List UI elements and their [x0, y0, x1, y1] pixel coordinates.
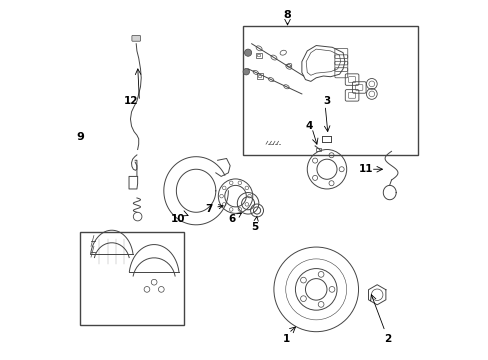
Text: 11: 11: [359, 164, 373, 174]
Text: 1: 1: [283, 333, 290, 343]
Text: 5: 5: [251, 216, 258, 231]
Text: 6: 6: [228, 213, 241, 224]
Circle shape: [243, 68, 249, 75]
Text: 7: 7: [204, 204, 223, 214]
Bar: [257, 54, 260, 56]
Bar: [80, 232, 183, 325]
Circle shape: [244, 49, 251, 56]
Text: 4: 4: [305, 121, 312, 131]
Text: 12: 12: [124, 96, 139, 106]
Text: 2: 2: [384, 333, 391, 343]
Text: 8: 8: [283, 10, 291, 20]
Bar: [258, 75, 261, 77]
Bar: [316, 148, 320, 151]
FancyBboxPatch shape: [132, 36, 140, 41]
Text: 10: 10: [171, 215, 185, 224]
Bar: [257, 73, 262, 78]
Bar: [255, 53, 261, 58]
Text: 3: 3: [323, 96, 330, 106]
Bar: [242, 26, 418, 155]
Text: 9: 9: [77, 132, 84, 142]
